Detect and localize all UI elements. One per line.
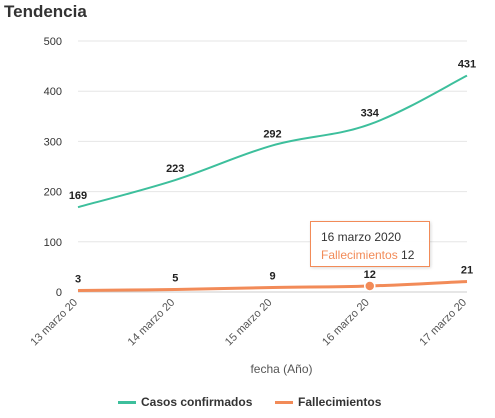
y-tick-label-1: 100 [44, 237, 62, 249]
tooltip-date: 16 marzo 2020 [321, 230, 402, 244]
data-label-0-2: 292 [263, 128, 281, 140]
legend-label-confirmed: Casos confirmados [141, 395, 253, 409]
tooltip-value: 12 [401, 248, 415, 262]
x-tick-label-0: 13 marzo 20 [28, 297, 80, 349]
series-line-1 [77, 279, 468, 292]
y-tick-label-3: 300 [44, 136, 62, 148]
data-label-1-3: 12 [364, 269, 376, 281]
legend-label-deaths: Fallecimientos [298, 395, 382, 409]
y-tick-label-0: 0 [56, 287, 62, 299]
x-tick-label-3: 16 marzo 20 [320, 297, 372, 349]
hover-marker [364, 280, 376, 292]
x-tick-label-2: 15 marzo 20 [223, 297, 275, 349]
chart-title: Tendencia [4, 2, 87, 21]
data-label-1-4: 21 [461, 264, 473, 276]
legend-swatch-deaths [275, 400, 293, 404]
tooltip: 16 marzo 2020 Fallecimientos 12 [310, 221, 430, 267]
data-label-0-3: 334 [361, 107, 380, 119]
legend-item-deaths[interactable]: Fallecimientos [275, 395, 381, 409]
tooltip-series-label: Fallecimientos [321, 248, 398, 262]
x-axis-title: fecha (Año) [250, 362, 312, 376]
x-tick-label-4: 17 marzo 20 [417, 297, 469, 349]
x-tick-label-1: 14 marzo 20 [126, 297, 178, 349]
y-tick-label-2: 200 [44, 187, 62, 199]
data-label-1-0: 3 [75, 273, 81, 285]
legend-swatch-confirmed [118, 400, 136, 404]
legend: Casos confirmados Fallecimientos [0, 395, 495, 413]
data-label-1-2: 9 [269, 270, 275, 282]
y-tick-label-5: 500 [44, 36, 62, 48]
legend-item-confirmed[interactable]: Casos confirmados [118, 395, 252, 409]
data-label-1-1: 5 [172, 272, 178, 284]
data-label-0-0: 169 [69, 190, 87, 202]
data-label-0-1: 223 [166, 163, 184, 175]
data-label-0-4: 431 [458, 59, 476, 71]
y-tick-label-4: 400 [44, 86, 62, 98]
